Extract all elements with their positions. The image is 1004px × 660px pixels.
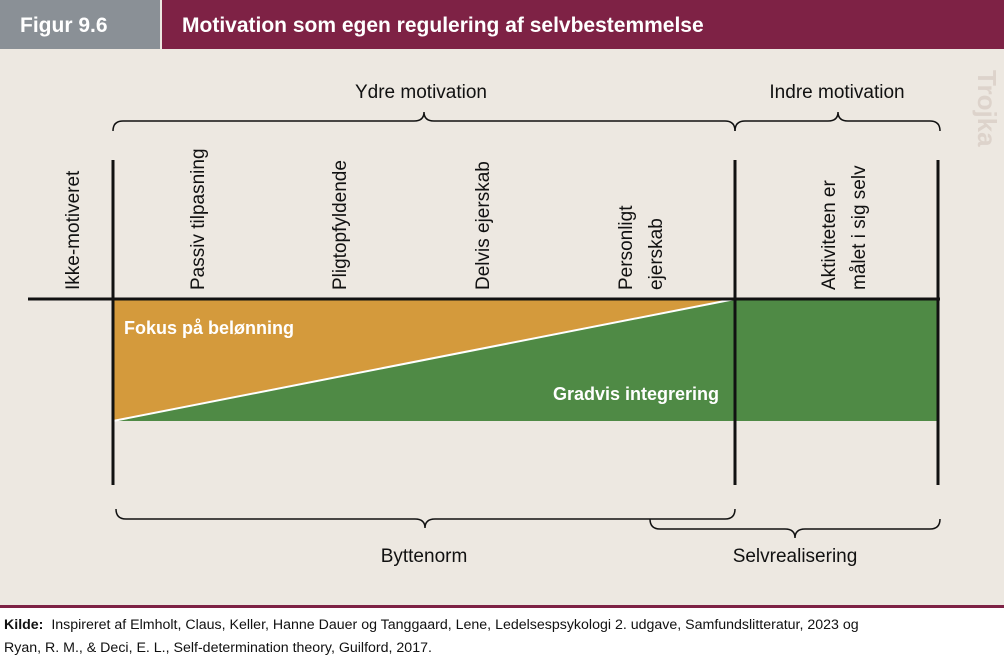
- group-label: Selvrealisering: [733, 546, 858, 567]
- source-label: Kilde:: [4, 617, 44, 633]
- group-label: Byttenorm: [381, 546, 468, 567]
- stage-label: Passiv tilpasning: [188, 148, 209, 290]
- group-label: Ydre motivation: [355, 82, 487, 103]
- source-line: Ryan, R. M., & Deci, E. L., Self-determi…: [4, 637, 859, 660]
- figure-label-box: [0, 0, 160, 49]
- source: Kilde: Inspireret af Elmholt, Claus, Kel…: [4, 614, 859, 660]
- divider: [112, 298, 736, 422]
- source-text: Ryan, R. M., & Deci, E. L., Self-determi…: [4, 640, 432, 656]
- source-line: Kilde: Inspireret af Elmholt, Claus, Kel…: [4, 614, 859, 637]
- figure: Figur 9.6 Motivation som egen regulering…: [0, 0, 1004, 608]
- stage-label: Personligt: [616, 205, 637, 290]
- stage-label: Delvis ejerskab: [473, 161, 494, 290]
- group-label: Indre motivation: [769, 82, 904, 103]
- source-text: Inspireret af Elmholt, Claus, Keller, Ha…: [51, 617, 859, 633]
- title-bar: [162, 0, 1004, 49]
- title: Motivation som egen regulering af selvbe…: [182, 14, 704, 37]
- braces: [112, 111, 941, 539]
- area-label: Fokus på belønning: [124, 318, 294, 338]
- area-label: Gradvis integrering: [553, 384, 719, 404]
- figure-label: Figur 9.6: [20, 14, 108, 37]
- stage-label: Pligtopfyldende: [330, 160, 351, 290]
- watermark: Trojka: [972, 70, 1002, 147]
- stage-label: målet i sig selv: [849, 165, 870, 290]
- footer-rule: [0, 605, 1004, 608]
- stage-label: Ikke-motiveret: [63, 170, 84, 290]
- stage-label: Aktiviteten er: [819, 180, 840, 290]
- stage-label: ejerskab: [646, 218, 667, 290]
